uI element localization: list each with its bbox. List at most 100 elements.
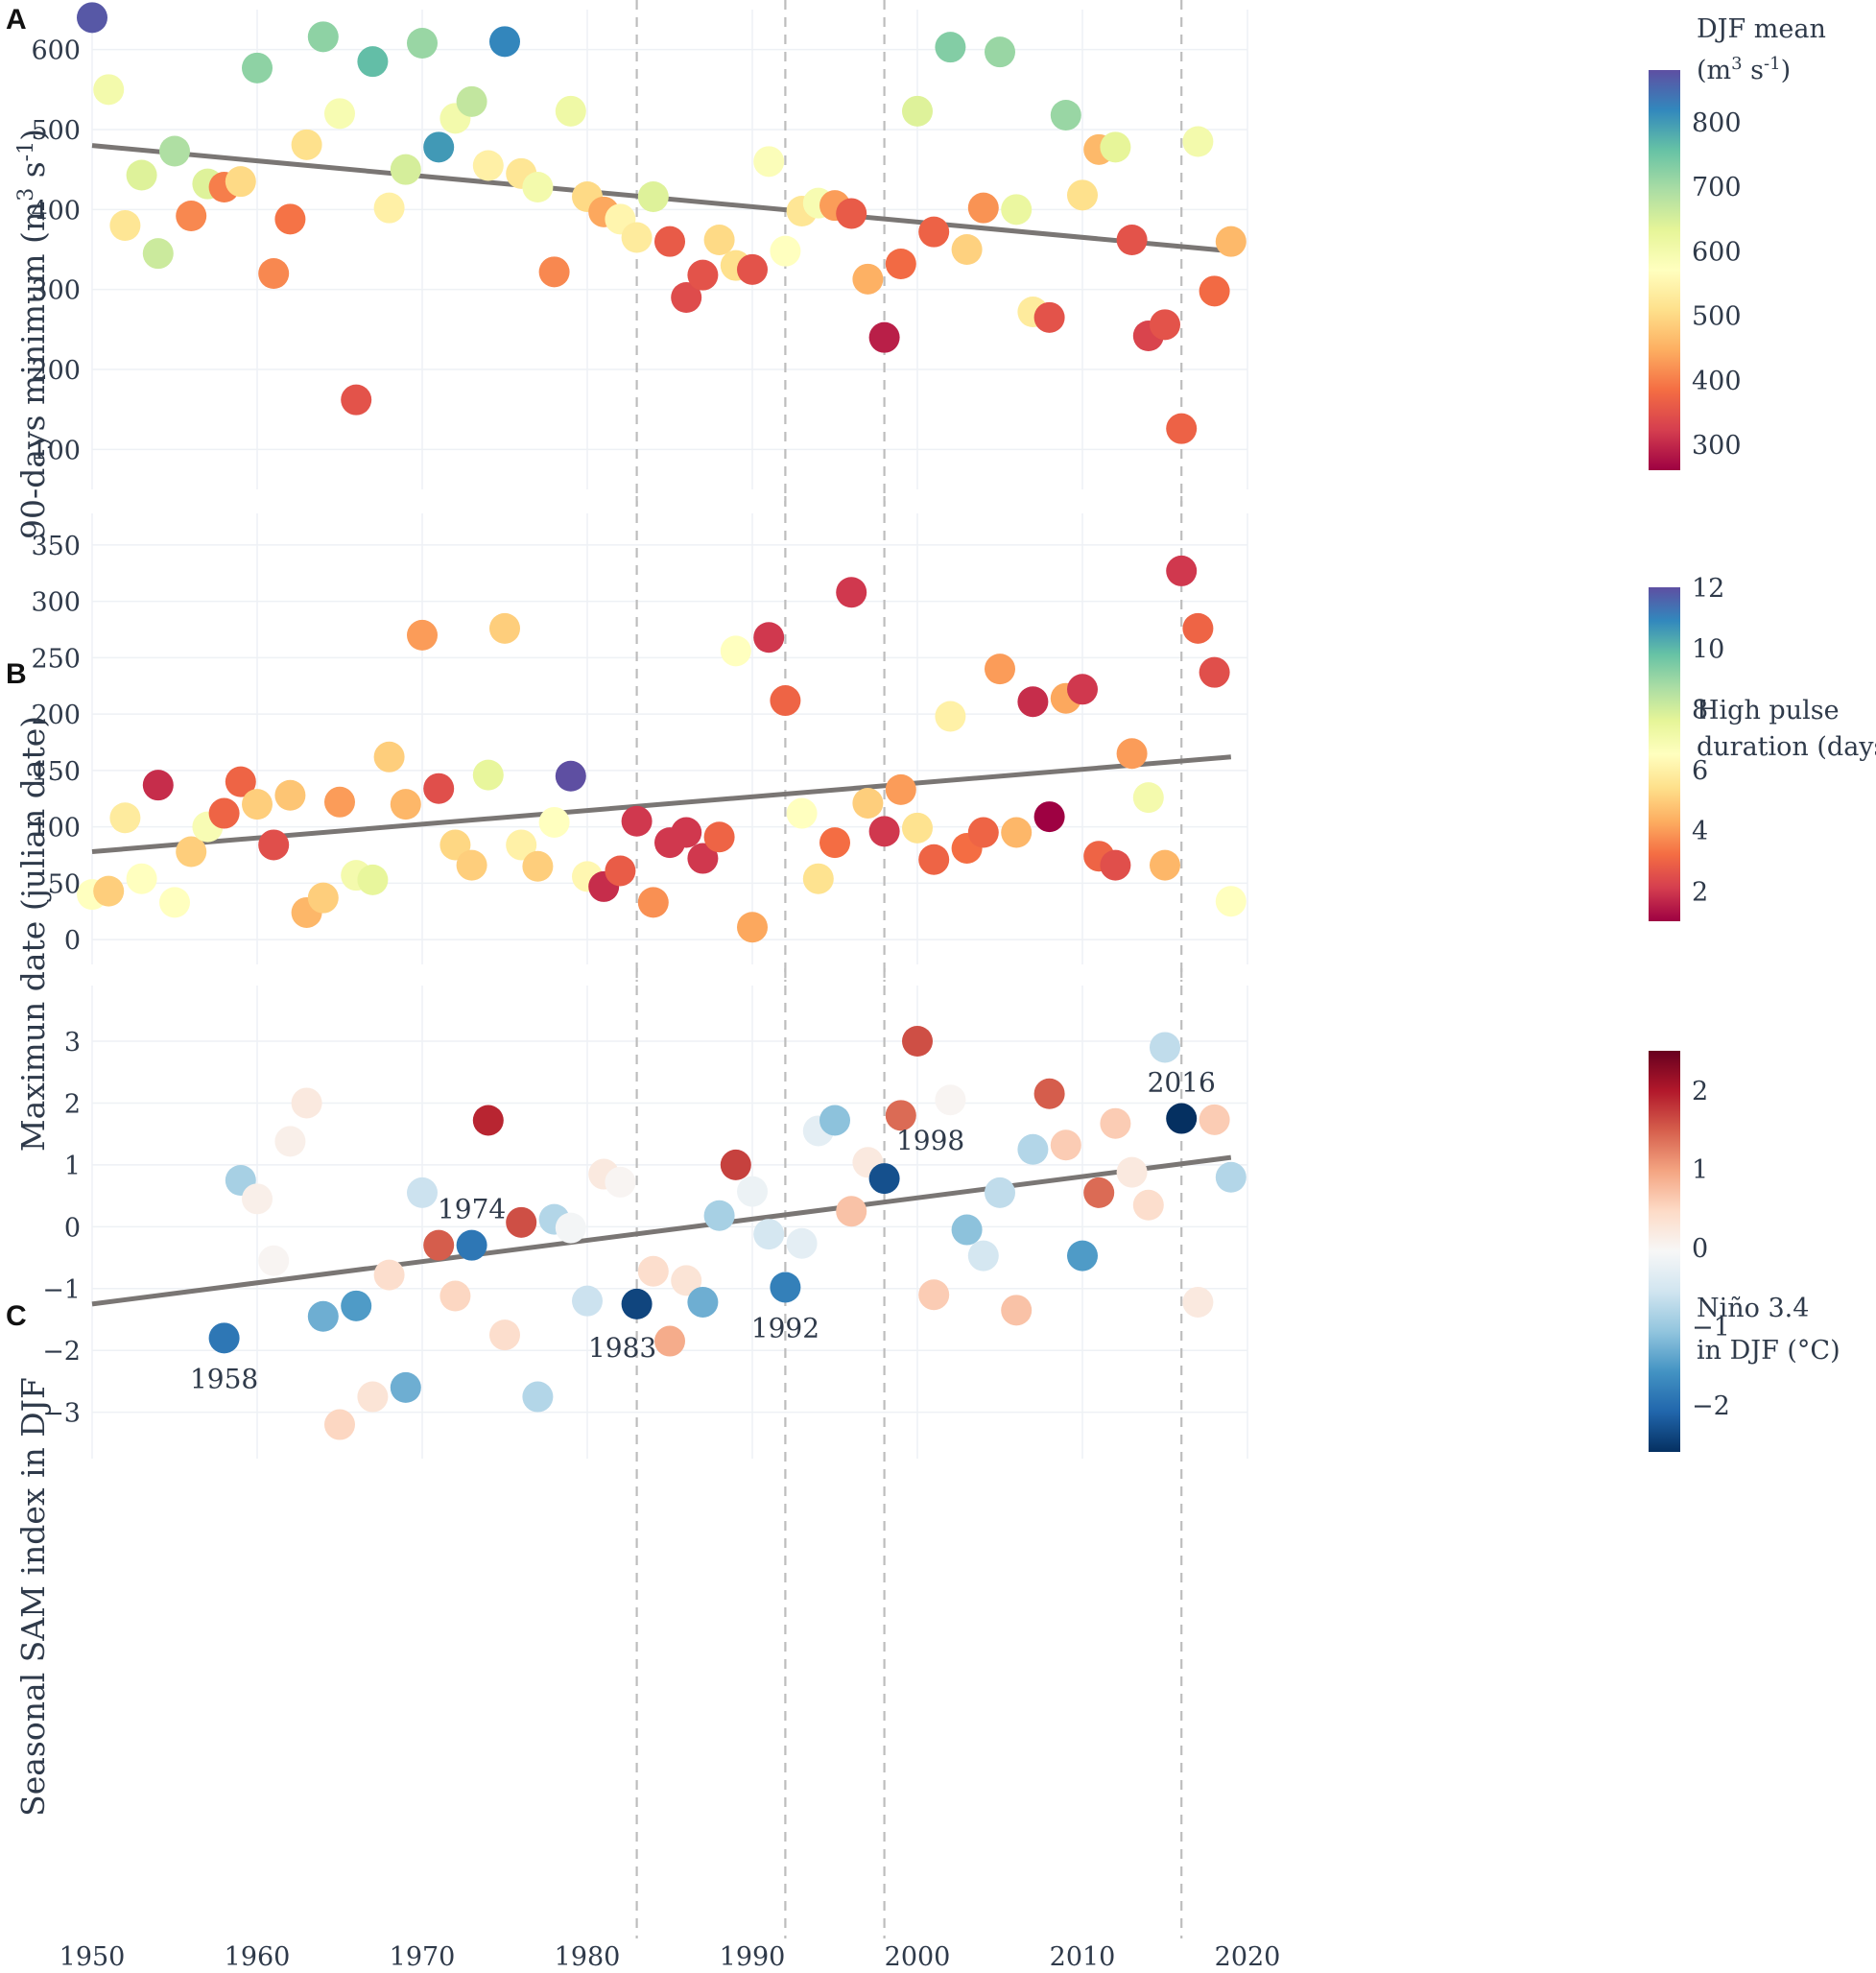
- data-point: [274, 203, 306, 235]
- y-tick-label: 200: [31, 356, 81, 386]
- data-point: [720, 635, 751, 667]
- data-point: [522, 1381, 554, 1413]
- year-annotation: 1974: [438, 1194, 506, 1225]
- data-point: [390, 789, 421, 820]
- data-point: [885, 773, 916, 805]
- data-point: [770, 685, 801, 717]
- data-point: [1182, 126, 1214, 157]
- panel-a-y-axis-label: 90-days minimum (m3 s-1): [14, 129, 53, 539]
- data-point: [985, 36, 1015, 68]
- data-point: [703, 821, 735, 853]
- data-point: [456, 1229, 487, 1261]
- data-point: [357, 1381, 389, 1413]
- data-point: [753, 1219, 785, 1250]
- panel-c: C −3 −2 −1 0 1 2 3 1958 1974 1983 1992 1998 2016 Sea…: [6, 968, 1840, 1938]
- data-point: [93, 875, 125, 907]
- data-point: [242, 789, 273, 820]
- data-point: [489, 1319, 520, 1351]
- trend-line: [91, 1154, 1232, 1307]
- panel-c-colorbar-title: Niño 3.4: [1697, 1294, 1809, 1323]
- x-tick-label: 1990: [720, 1942, 786, 1972]
- data-point: [390, 154, 421, 185]
- y-tick-label: 300: [31, 588, 81, 618]
- data-point: [439, 1280, 471, 1312]
- data-point: [737, 253, 768, 285]
- data-point: [324, 1409, 355, 1440]
- data-point: [1182, 612, 1214, 644]
- data-point: [1033, 801, 1065, 833]
- colorbar-tick-label: 700: [1692, 173, 1742, 202]
- data-point: [1116, 225, 1148, 255]
- panel-c-label: C: [6, 1300, 27, 1332]
- data-point: [324, 98, 355, 130]
- data-point: [472, 150, 504, 181]
- data-point: [258, 1245, 290, 1276]
- data-point: [967, 1240, 999, 1272]
- data-point: [1033, 1078, 1065, 1109]
- data-point: [357, 46, 389, 78]
- data-point: [637, 181, 669, 212]
- data-point: [836, 577, 867, 608]
- year-annotation: 1958: [190, 1363, 258, 1394]
- data-point: [1199, 275, 1230, 307]
- data-point: [770, 235, 801, 267]
- data-point: [967, 817, 999, 848]
- data-point: [77, 2, 107, 34]
- data-point: [852, 787, 884, 819]
- panel-a: A 100 200 300 400 500 600 90-days minimum (m3…: [6, 0, 1826, 539]
- data-point: [1001, 194, 1033, 226]
- data-point: [242, 1183, 273, 1215]
- data-point: [225, 766, 256, 797]
- y-tick-label: −3: [42, 1399, 81, 1429]
- y-tick-label: 3: [64, 1028, 81, 1058]
- panel-b-colorbar: High pulse duration (days) 2 4 6 8 10 12: [1649, 574, 1876, 921]
- data-point: [341, 1290, 372, 1321]
- data-point: [654, 1325, 685, 1357]
- x-axis: 1950 1960 1970 1980 1990 2000 2010 2020: [59, 1942, 1281, 1972]
- y-tick-label: 400: [31, 196, 81, 226]
- data-point: [506, 829, 537, 861]
- panel-c-colorbar-units: in DJF (°C): [1697, 1336, 1840, 1366]
- y-tick-label: −2: [42, 1337, 81, 1367]
- data-point: [1182, 1286, 1214, 1318]
- data-point: [687, 843, 719, 874]
- y-tick-label: 350: [31, 532, 81, 561]
- panel-a-colorbar: DJF mean (m3 s-1) 300 400 500 600 700 800: [1649, 14, 1826, 470]
- x-tick-label: 1950: [59, 1942, 126, 1972]
- data-point: [307, 882, 339, 914]
- data-point: [1033, 301, 1065, 333]
- data-point: [1116, 738, 1148, 770]
- data-point: [407, 28, 438, 59]
- data-point: [703, 225, 735, 255]
- data-point: [208, 797, 240, 829]
- data-point: [1116, 1156, 1148, 1188]
- colorbar-tick-label: −2: [1692, 1391, 1730, 1421]
- data-point: [407, 1177, 438, 1208]
- data-point: [1150, 309, 1180, 341]
- colorbar-tick-label: 300: [1692, 431, 1742, 461]
- data-point: [489, 612, 520, 644]
- data-point: [985, 1177, 1015, 1208]
- data-point: [142, 770, 174, 801]
- data-point: [159, 135, 190, 167]
- data-point: [951, 234, 983, 265]
- data-point: [472, 759, 504, 791]
- data-point: [753, 146, 785, 178]
- data-point: [142, 238, 174, 270]
- data-point: [506, 1206, 537, 1238]
- data-point: [423, 1229, 455, 1261]
- data-point: [258, 258, 290, 289]
- y-tick-label: 250: [31, 644, 81, 674]
- data-point: [918, 216, 950, 248]
- year-annotation: 1983: [588, 1332, 656, 1364]
- data-point: [538, 806, 570, 838]
- x-tick-label: 1960: [225, 1942, 291, 1972]
- data-point: [1215, 226, 1247, 257]
- y-tick-label: 2: [64, 1089, 81, 1119]
- data-point: [720, 1149, 751, 1180]
- data-point: [621, 222, 653, 253]
- data-point: [1166, 555, 1198, 586]
- x-tick-label: 2020: [1215, 1942, 1281, 1972]
- y-tick-label: 100: [31, 814, 81, 844]
